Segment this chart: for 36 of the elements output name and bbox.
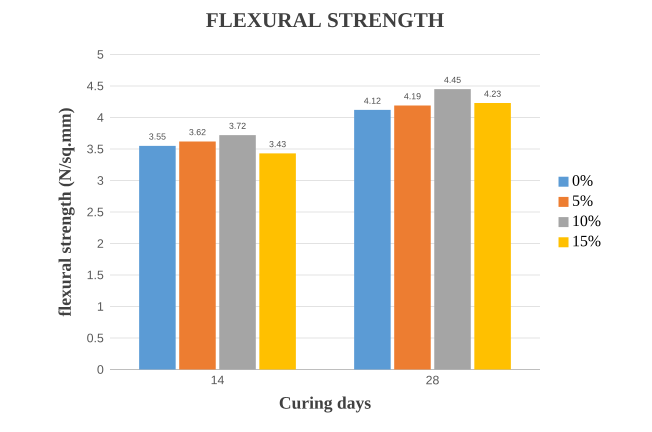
data-label: 3.55 [149, 133, 166, 140]
y-tick-label: 1 [98, 302, 104, 311]
bar [259, 153, 296, 370]
y-tick-label: 4 [97, 113, 104, 122]
y-tick-label: 2 [98, 239, 104, 248]
y-tick-label: 5 [97, 50, 104, 59]
bar [474, 103, 511, 370]
data-label: 3.43 [269, 140, 286, 148]
data-label: 3.72 [229, 122, 246, 129]
legend-label: 5% [572, 195, 593, 206]
y-tick-label: 0.5 [87, 334, 104, 342]
data-label: 3.62 [189, 128, 206, 136]
bar [394, 106, 431, 370]
chart-title: FLEXURAL STRENGTH [206, 13, 444, 28]
data-label: 4.23 [484, 90, 501, 97]
legend-label: 0% [572, 175, 593, 186]
y-tick-label: 1.5 [88, 270, 104, 280]
x-tick-label: 28 [426, 376, 439, 384]
legend-label: 10% [573, 216, 600, 226]
data-label: 4.45 [444, 76, 461, 83]
bar [354, 110, 391, 370]
y-axis-title: flexural strength (N/sq.mm) [58, 108, 75, 316]
y-tick-label: 2.5 [87, 208, 104, 216]
y-tick-label: 0 [97, 365, 104, 374]
x-tick-label: 14 [212, 376, 224, 384]
bar [139, 146, 176, 370]
y-tick-label: 3.5 [87, 144, 104, 154]
y-tick-label: 3 [97, 176, 104, 185]
y-tick-label: 4.5 [86, 82, 104, 90]
legend-label: 15% [573, 236, 600, 246]
data-label: 4.12 [364, 98, 381, 104]
data-label: 4.19 [404, 93, 421, 100]
x-axis-title: Curing days [280, 396, 371, 413]
bar [179, 141, 216, 370]
bar [434, 89, 471, 370]
bar [219, 135, 256, 370]
